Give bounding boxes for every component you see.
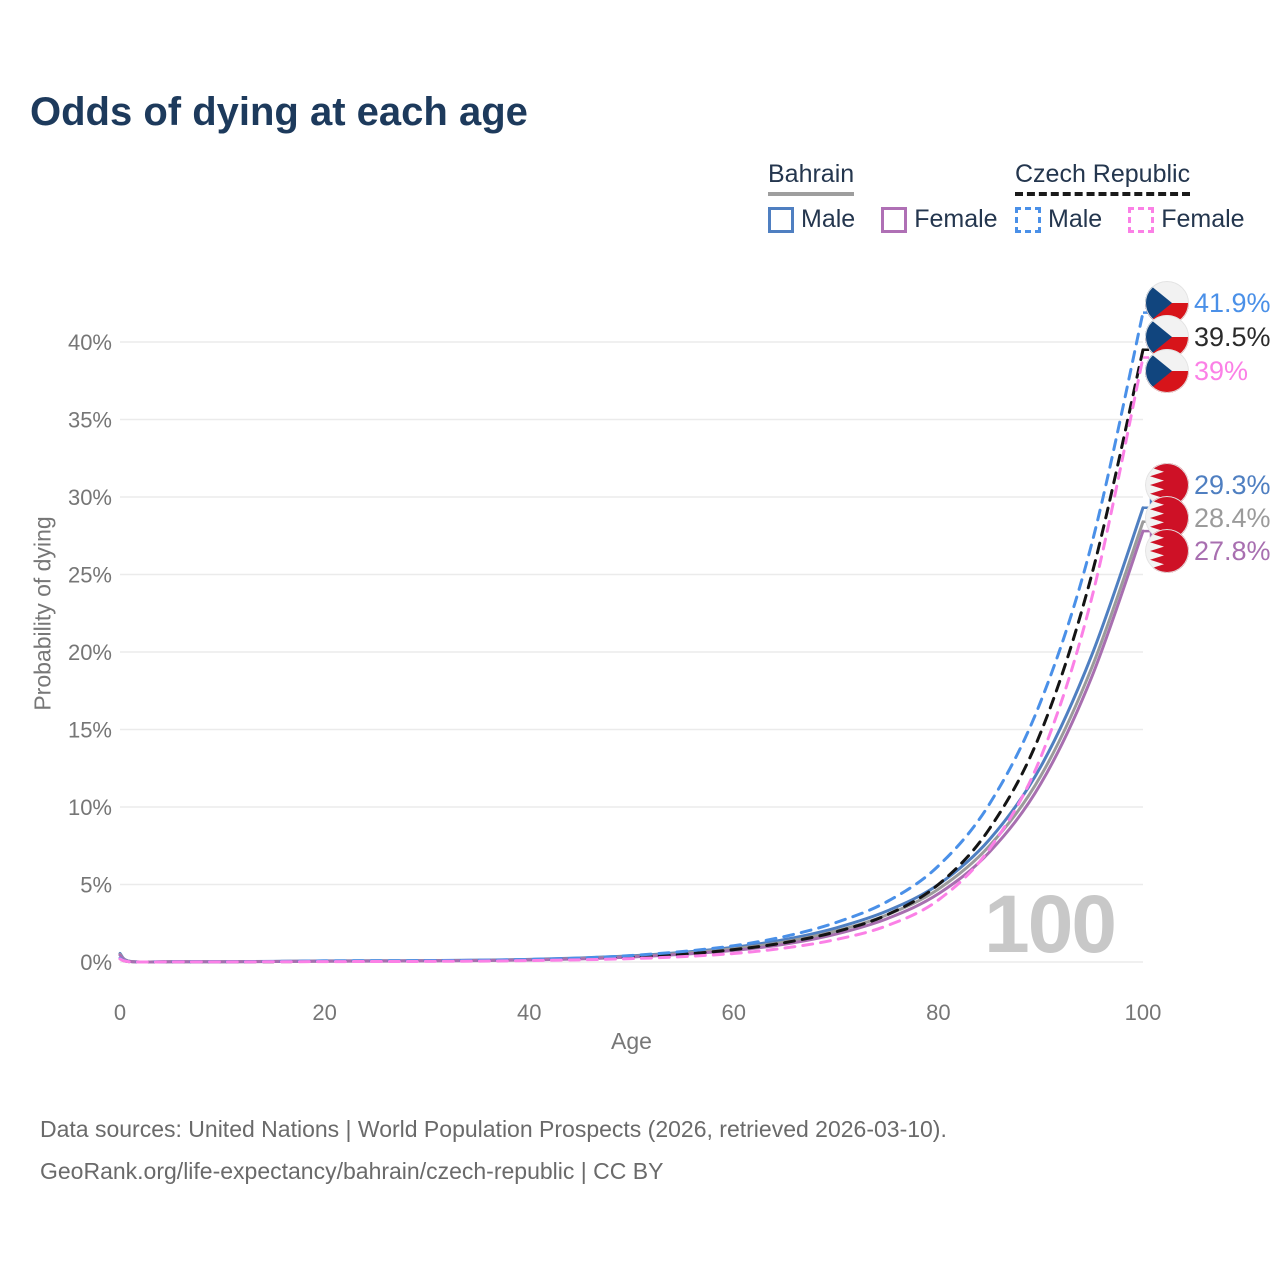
x-tick-label: 40 bbox=[517, 1000, 541, 1025]
czech-male-swatch-icon bbox=[1015, 206, 1041, 233]
bahrain-flag-icon bbox=[1145, 496, 1189, 540]
x-tick-label: 60 bbox=[722, 1000, 746, 1025]
legend-title-bahrain[interactable]: Bahrain bbox=[768, 160, 855, 196]
y-tick-label: 0% bbox=[80, 950, 112, 975]
x-tick-label: 20 bbox=[312, 1000, 336, 1025]
series-line-czech-female[interactable] bbox=[118, 356, 1145, 964]
y-tick-label: 25% bbox=[68, 563, 112, 588]
x-tick-label: 100 bbox=[1125, 1000, 1162, 1025]
x-tick-label: 80 bbox=[926, 1000, 950, 1025]
bahrain-male-swatch-icon bbox=[768, 206, 794, 233]
x-tick-label: 0 bbox=[114, 1000, 126, 1025]
legend-label: Female bbox=[1161, 205, 1245, 233]
series-lines bbox=[118, 311, 1145, 964]
y-tick-label: 40% bbox=[68, 330, 112, 355]
y-tick-label: 20% bbox=[68, 640, 112, 665]
legend-label: Male bbox=[801, 205, 856, 233]
axis-ticks: 0% 5% 10% 15% 20% 25% 30% 35% 40% 0 20 40 60 80 100 bbox=[68, 330, 1161, 1025]
end-label-bahrain-all: 28.4% bbox=[1194, 503, 1271, 533]
y-tick-label: 15% bbox=[68, 718, 112, 743]
series-line-czech-male[interactable] bbox=[118, 311, 1145, 964]
end-label-czech-male: 41.9% bbox=[1194, 288, 1271, 318]
y-axis-label: Probability of dying bbox=[29, 516, 56, 711]
legend-item-bahrain-female[interactable]: Female bbox=[881, 205, 998, 234]
data-sources-line: Data sources: United Nations | World Pop… bbox=[40, 1116, 947, 1142]
czech-female-swatch-icon bbox=[1128, 206, 1155, 233]
end-label-bahrain-male: 29.3% bbox=[1194, 470, 1271, 500]
legend-group-bahrain: Bahrain Male Female bbox=[768, 160, 998, 234]
y-tick-label: 35% bbox=[68, 408, 112, 433]
page-title: Odds of dying at each age bbox=[30, 90, 528, 134]
bahrain-female-swatch-icon bbox=[881, 206, 908, 233]
y-tick-label: 5% bbox=[80, 873, 112, 898]
gridlines bbox=[120, 341, 1143, 963]
czech-republic-flag-icon bbox=[1145, 349, 1189, 393]
bahrain-flag-icon bbox=[1145, 463, 1189, 507]
x-axis-label: Age bbox=[611, 1028, 652, 1054]
y-tick-label: 10% bbox=[68, 795, 112, 820]
legend-item-czech-male[interactable]: Male bbox=[1015, 205, 1102, 234]
legend-label: Male bbox=[1048, 205, 1103, 233]
age-watermark: 100 bbox=[984, 879, 1117, 970]
footer: Data sources: United Nations | World Pop… bbox=[40, 1108, 947, 1192]
y-tick-label: 30% bbox=[68, 485, 112, 510]
bahrain-flag-icon bbox=[1145, 529, 1189, 573]
legend-item-bahrain-male[interactable]: Male bbox=[768, 205, 855, 234]
legend-group-czech-republic: Czech Republic Male Female bbox=[1015, 160, 1245, 234]
end-label-bahrain-female: 27.8% bbox=[1194, 536, 1271, 566]
legend-item-czech-female[interactable]: Female bbox=[1128, 205, 1245, 234]
end-label-czech-female: 39% bbox=[1194, 356, 1248, 386]
end-label-czech-all: 39.5% bbox=[1194, 322, 1271, 352]
attribution-line: GeoRank.org/life-expectancy/bahrain/czec… bbox=[40, 1158, 664, 1184]
legend-label: Female bbox=[914, 205, 998, 233]
series-line-czech-all[interactable] bbox=[118, 348, 1145, 964]
legend-title-czech-republic[interactable]: Czech Republic bbox=[1015, 160, 1191, 196]
